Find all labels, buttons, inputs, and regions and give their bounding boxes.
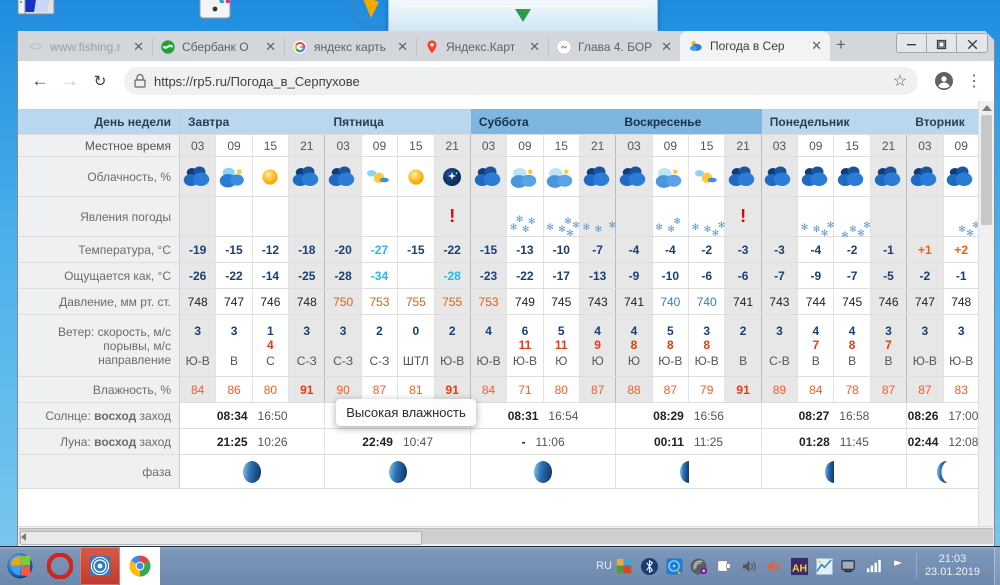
- svg-text:∾: ∾: [561, 43, 567, 52]
- svg-text:AH: AH: [792, 563, 807, 574]
